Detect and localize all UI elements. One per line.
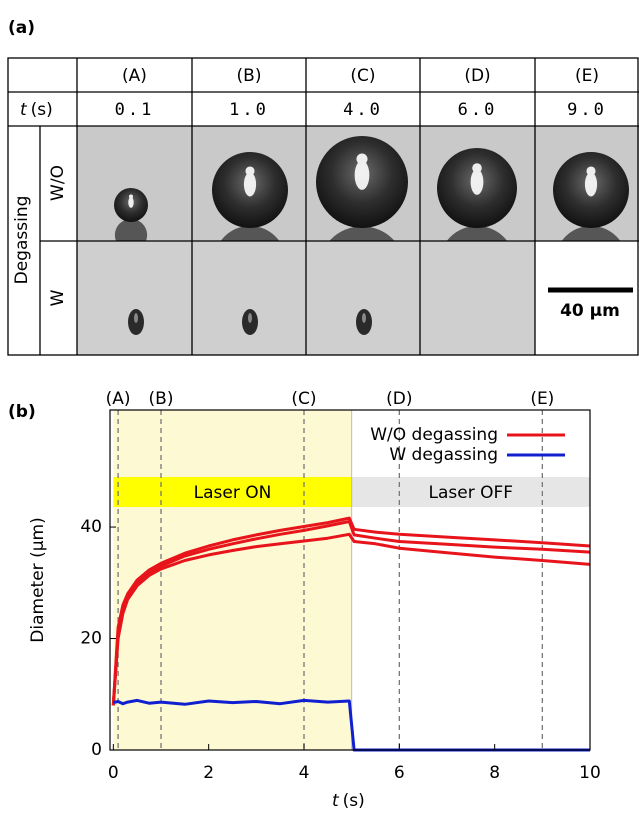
column-header: (D) — [464, 66, 490, 86]
x-tick-label: 4 — [299, 763, 310, 783]
droplet-highlight — [471, 169, 484, 195]
row-header: W — [48, 289, 68, 306]
panel-label: (a) — [8, 18, 35, 38]
y-axis-label: Diameter (μm) — [28, 517, 48, 642]
x-axis-label: t(s) — [332, 791, 365, 811]
y-tick-label: 20 — [80, 629, 102, 649]
droplet-highlight-top — [586, 166, 595, 175]
marker-label: (A) — [106, 389, 131, 409]
x-tick-label: 0 — [108, 763, 119, 783]
panel-label: (b) — [8, 402, 36, 422]
droplet-reflection — [555, 226, 627, 298]
bubble-highlight — [134, 313, 138, 323]
y-tick-label: 40 — [80, 517, 102, 537]
time-header: t(s) — [20, 100, 53, 120]
y-tick-label: 0 — [91, 740, 102, 760]
legend-label: W/O degassing — [370, 425, 498, 445]
image-cell — [420, 241, 535, 355]
column-header: (B) — [237, 66, 262, 86]
column-header: (E) — [575, 66, 599, 86]
unit: (s) — [31, 100, 53, 120]
droplet-highlight — [128, 197, 133, 208]
variable: t — [20, 100, 28, 120]
marker-label: (D) — [386, 389, 412, 409]
bubble-highlight — [362, 313, 366, 323]
image-cell — [192, 241, 306, 355]
time-value: 4.0 — [343, 100, 383, 120]
band-label: Laser OFF — [429, 483, 514, 503]
marker-label: (B) — [149, 389, 174, 409]
column-header: (C) — [350, 66, 375, 86]
droplet-highlight — [355, 160, 370, 189]
legend-label: W degassing — [389, 445, 498, 465]
time-value: 9.0 — [567, 100, 607, 120]
bubble-highlight — [248, 313, 252, 323]
x-tick-label: 2 — [203, 763, 214, 783]
unit: (s) — [343, 791, 365, 811]
image-cell — [77, 241, 192, 355]
image-cell — [306, 241, 420, 355]
x-tick-label: 6 — [394, 763, 405, 783]
x-tick-label: 8 — [489, 763, 500, 783]
x-tick-label: 10 — [579, 763, 601, 783]
marker-label: (E) — [530, 389, 554, 409]
droplet-highlight-top — [129, 194, 133, 198]
figure: (a)40 μm(A)0.1(B)1.0(C)4.0(D)6.0(E)9.0t(… — [0, 0, 639, 815]
column-header: (A) — [122, 66, 147, 86]
time-value: 0.1 — [115, 100, 155, 120]
droplet-highlight-top — [245, 166, 254, 175]
band-label: Laser ON — [194, 483, 272, 503]
droplet-highlight-top — [472, 163, 482, 173]
droplet-highlight — [244, 172, 256, 196]
scale-bar-label: 40 μm — [560, 301, 620, 321]
row-group: Degassing — [12, 196, 32, 285]
marker-label: (C) — [291, 389, 316, 409]
shaded-region — [113, 410, 351, 750]
variable: t — [332, 791, 340, 811]
time-value: 6.0 — [458, 100, 498, 120]
time-value: 1.0 — [229, 100, 269, 120]
droplet-highlight-top — [356, 153, 367, 164]
row-header: W/O — [48, 165, 68, 201]
droplet-highlight — [585, 172, 597, 196]
